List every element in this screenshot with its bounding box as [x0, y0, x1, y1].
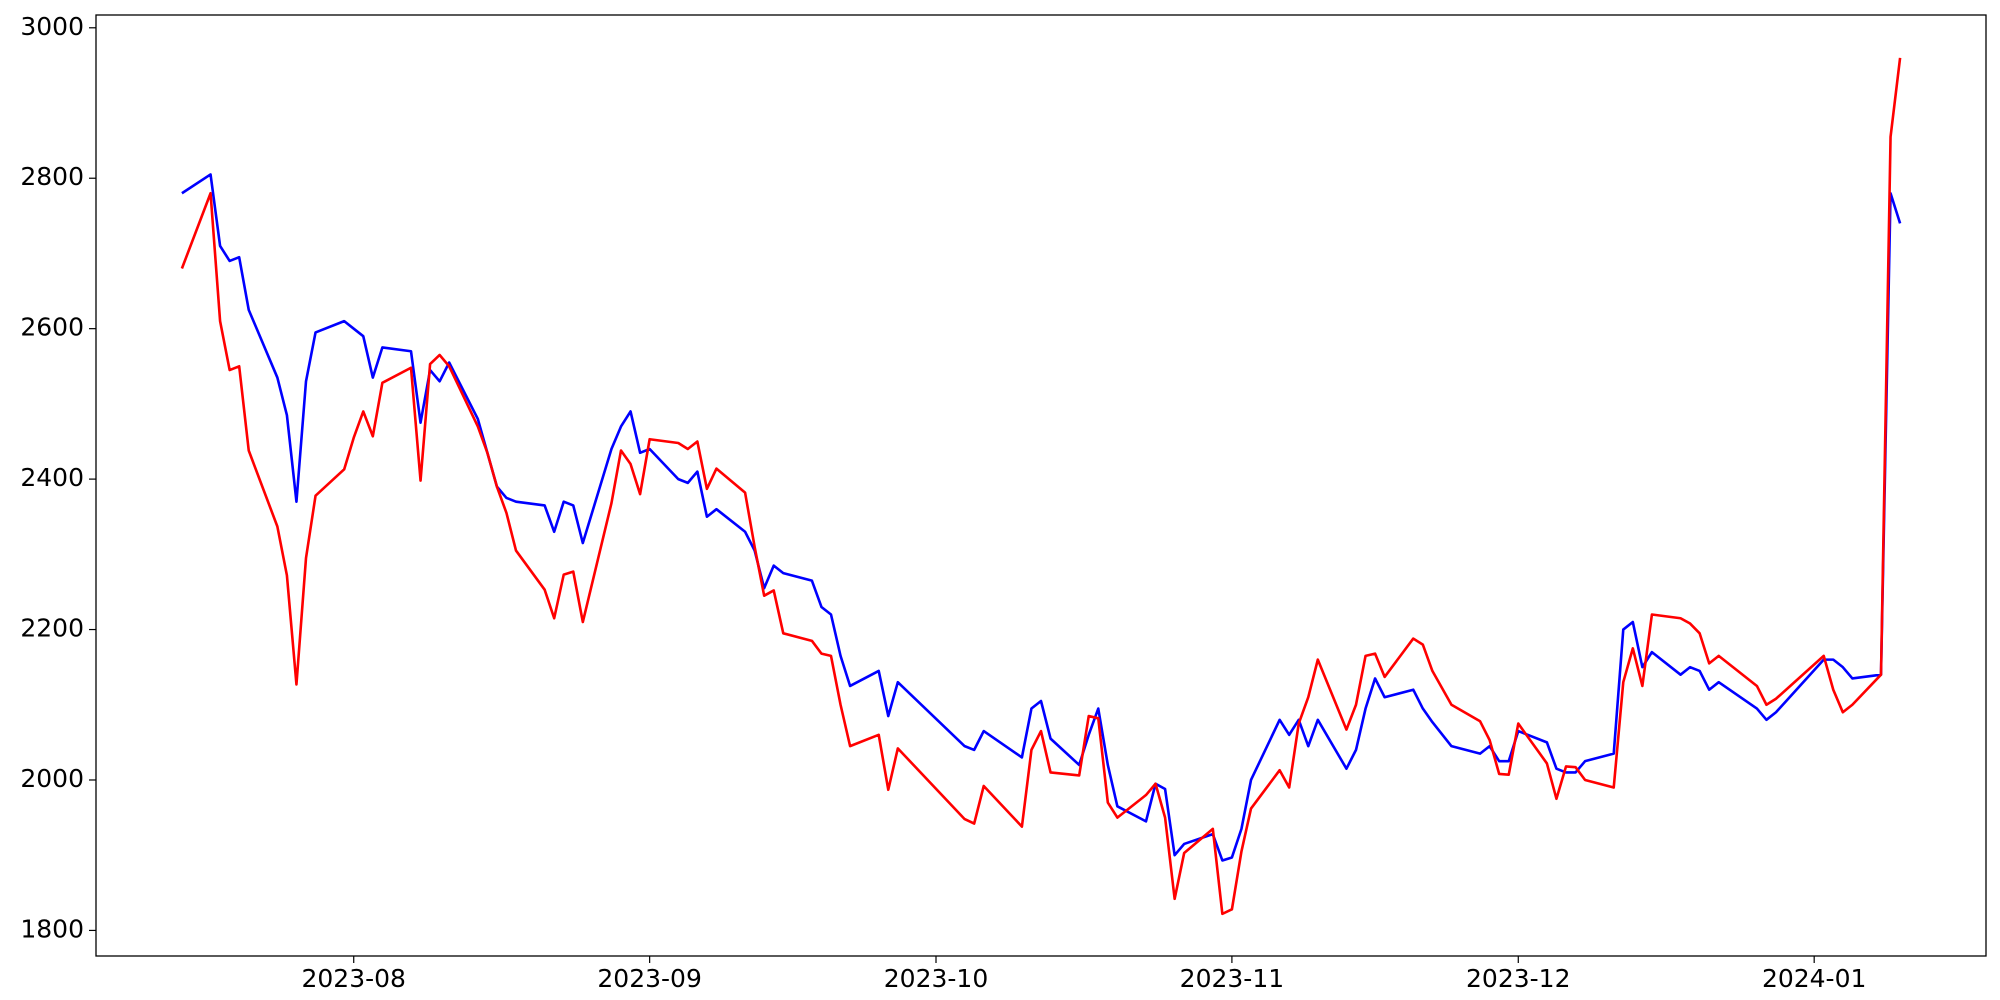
y-tick-label: 2800	[20, 162, 84, 191]
series-line	[180, 57, 1902, 916]
y-tick-label: 1800	[20, 914, 84, 943]
x-tick-label: 2023-12	[1466, 964, 1570, 993]
y-tick-label: 2400	[20, 463, 84, 492]
plot-frame	[95, 14, 1987, 957]
y-tick-label: 2600	[20, 313, 84, 342]
y-tick-label: 2000	[20, 764, 84, 793]
y-tick-label: 3000	[20, 12, 84, 41]
series-line	[181, 173, 1902, 862]
x-tick-label: 2023-09	[597, 964, 701, 993]
y-tick-label: 2200	[20, 614, 84, 643]
x-tick-label: 2023-10	[884, 964, 988, 993]
x-tick-label: 2023-08	[301, 964, 405, 993]
x-tick-label: 2024-01	[1762, 964, 1866, 993]
x-tick-label: 2023-11	[1180, 964, 1284, 993]
